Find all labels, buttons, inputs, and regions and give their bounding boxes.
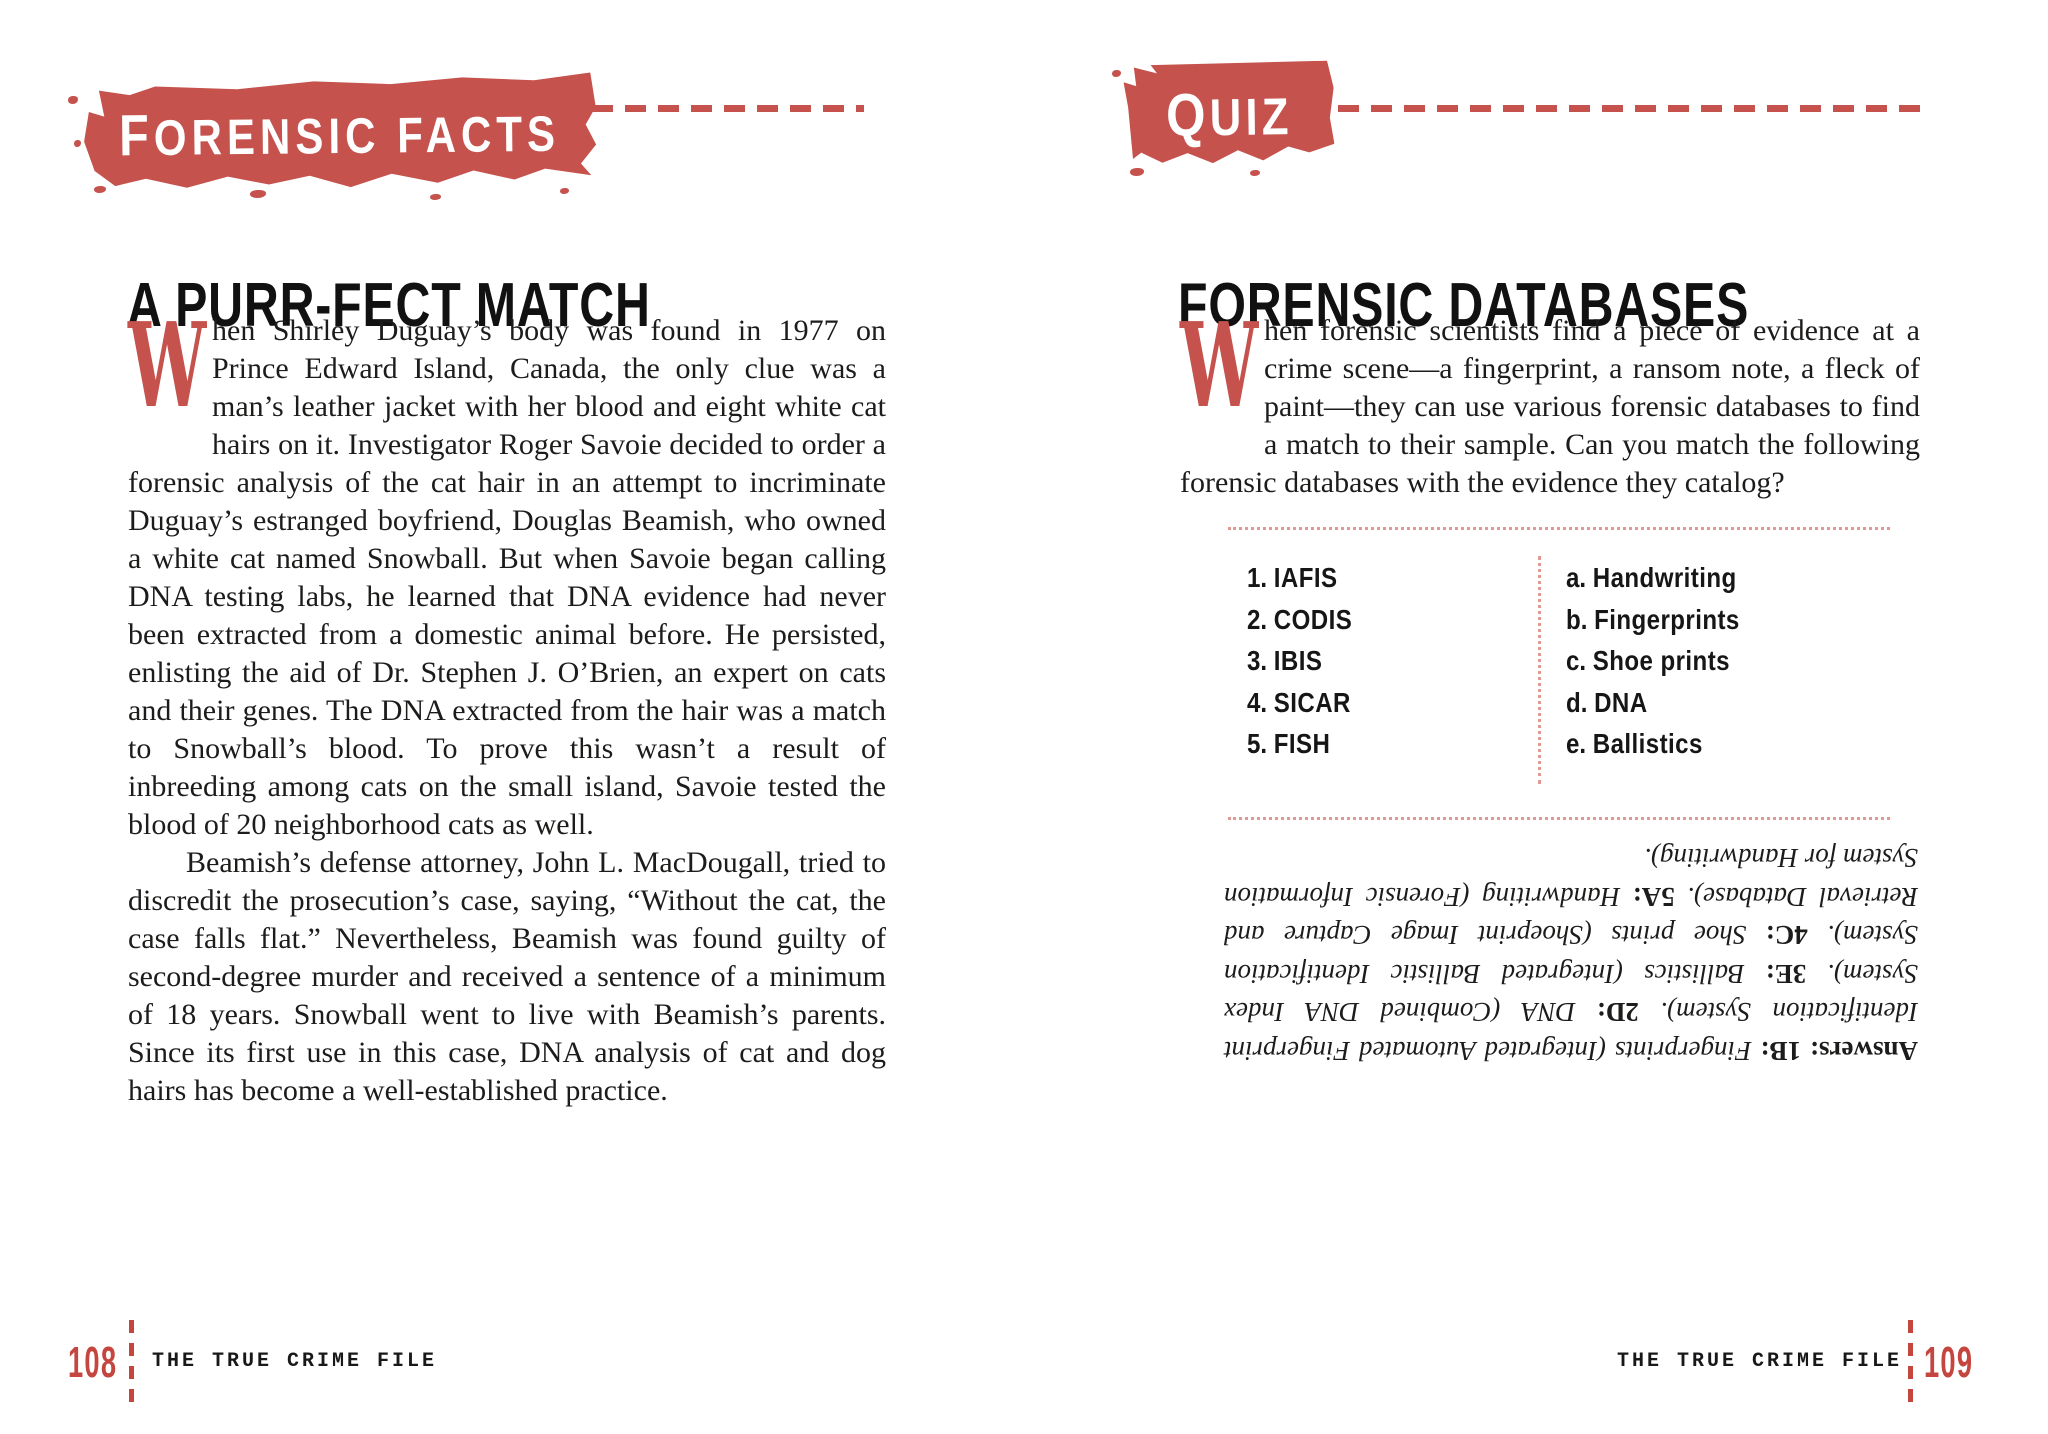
quiz-badge: QUIZ [1123, 61, 1334, 168]
quiz-dotted-rule-bottom [1228, 817, 1890, 820]
paint-splatter [68, 96, 78, 104]
paint-splatter [1130, 168, 1144, 176]
paint-splatter [560, 188, 569, 194]
quiz-dotted-rule-top [1228, 527, 1890, 530]
paint-splatter [250, 190, 266, 198]
quiz-database-list: 1. IAFIS 2. CODIS 3. IBIS 4. SICAR 5. FI… [1247, 562, 1369, 770]
quiz-item-3: 3. IBIS [1247, 645, 1323, 676]
forensic-facts-badge: FORENSIC FACTS [83, 71, 596, 194]
page-number-right: 109 [1924, 1338, 1974, 1387]
quiz-item-4: 4. SICAR [1247, 686, 1351, 718]
quiz-item-1: 1. IAFIS [1247, 562, 1338, 593]
dropcap-w: W [1180, 298, 1259, 434]
left-paragraph-2: Beamish’s defense attorney, John L. MacD… [128, 846, 886, 1107]
quiz-item-a: a. Handwriting [1566, 562, 1737, 593]
quiz-item-5: 5. FISH [1247, 728, 1331, 759]
quiz-evidence-list: a. Handwriting b. Fingerprints c. Shoe p… [1566, 562, 1768, 770]
book-title-left: THE TRUE CRIME FILE [152, 1350, 438, 1373]
page-number-left: 108 [68, 1338, 118, 1387]
paint-splatter [94, 186, 106, 193]
quiz-item-e: e. Ballistics [1566, 728, 1703, 759]
forensic-facts-badge-label: FORENSIC FACTS [119, 102, 561, 168]
quiz-item-b: b. Fingerprints [1566, 603, 1740, 635]
quiz-answers-upside-down: Answers: 1B: Fingerprints (Integrated Au… [1223, 843, 1918, 1067]
quiz-badge-label: QUIZ [1165, 80, 1293, 149]
quiz-item-d: d. DNA [1566, 686, 1648, 718]
quiz-item-2: 2. CODIS [1247, 603, 1353, 635]
book-title-right: THE TRUE CRIME FILE [1617, 1350, 1903, 1373]
footer-dashed-divider-left [129, 1320, 134, 1410]
footer-dashed-divider-right [1908, 1320, 1913, 1410]
paint-splatter [1112, 70, 1121, 77]
right-page-title: FORENSIC DATABASES [1178, 270, 1750, 340]
quiz-item-c: c. Shoe prints [1566, 645, 1730, 676]
quiz-dotted-divider [1538, 556, 1541, 784]
dashed-rule-left [592, 105, 864, 112]
dropcap-w: W [128, 298, 207, 434]
paint-splatter [1250, 170, 1260, 176]
paint-splatter [74, 140, 81, 147]
dashed-rule-right [1338, 105, 1932, 112]
paint-splatter [430, 194, 441, 200]
left-page-title: A PURR-FECT MATCH [127, 270, 651, 340]
